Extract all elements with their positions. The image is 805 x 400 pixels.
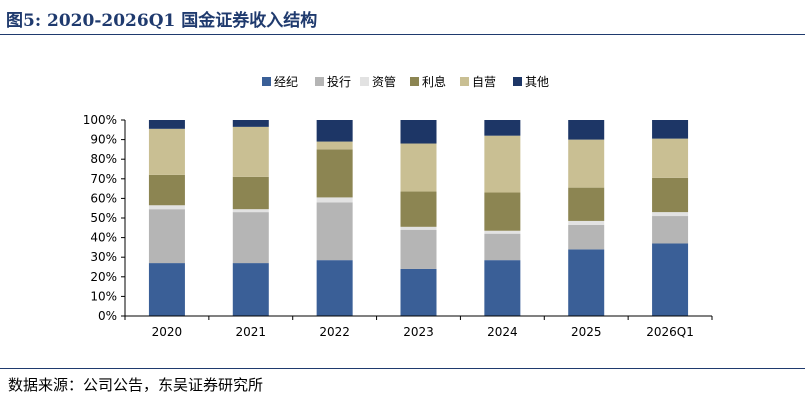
bar-segment-2020-1 — [148, 209, 185, 264]
bar-segment-2022-4 — [316, 141, 353, 150]
legend-label-5: 其他 — [525, 75, 549, 89]
bar-segment-2020-3 — [148, 174, 185, 206]
bar-segment-2021-3 — [232, 176, 269, 210]
bar-segment-2020-2 — [148, 205, 185, 210]
bar-segment-2023-1 — [400, 229, 437, 269]
bar-segment-2022-1 — [316, 202, 353, 261]
x-tick-label-2: 2022 — [319, 325, 350, 339]
legend-label-4: 自营 — [472, 75, 496, 89]
bar-segment-2024-3 — [484, 192, 521, 231]
bar-segment-2024-1 — [484, 233, 521, 261]
bar-segment-2026Q1-0 — [652, 243, 689, 316]
y-tick-label-10: 100% — [83, 113, 117, 127]
legend-swatch-3 — [410, 77, 419, 86]
bar-segment-2025-5 — [568, 120, 605, 140]
bar-segment-2025-3 — [568, 187, 605, 221]
bar-segment-2024-4 — [484, 135, 521, 193]
chart-bars — [148, 120, 689, 316]
bar-segment-2025-0 — [568, 249, 605, 316]
bar-segment-2020-0 — [148, 263, 185, 316]
y-tick-label-7: 70% — [90, 172, 117, 186]
bar-segment-2021-0 — [232, 263, 269, 316]
legend-swatch-2 — [360, 77, 369, 86]
x-tick-label-4: 2024 — [487, 325, 518, 339]
bar-segment-2021-5 — [232, 120, 269, 127]
bar-segment-2025-4 — [568, 139, 605, 188]
bar-segment-2026Q1-5 — [652, 120, 689, 139]
bar-segment-2026Q1-2 — [652, 212, 689, 217]
bar-segment-2023-3 — [400, 191, 437, 227]
x-tick-label-1: 2021 — [236, 325, 267, 339]
legend-swatch-1 — [315, 77, 324, 86]
legend-label-2: 资管 — [372, 74, 396, 89]
bar-segment-2026Q1-4 — [652, 138, 689, 178]
source-note: 数据来源：公司公告，东吴证券研究所 — [8, 376, 264, 394]
legend-label-1: 投行 — [327, 74, 351, 89]
bar-segment-2025-2 — [568, 220, 605, 225]
y-tick-label-0: 0% — [98, 309, 117, 323]
y-tick-label-3: 30% — [90, 250, 117, 264]
bar-segment-2023-0 — [400, 268, 437, 316]
bar-segment-2022-2 — [316, 197, 353, 203]
bar-segment-2021-4 — [232, 126, 269, 177]
bar-segment-2024-0 — [484, 260, 521, 316]
x-tick-label-6: 2026Q1 — [646, 325, 694, 339]
x-axis: 2020 2021 2022 2023 2024 2025 2026Q1 — [124, 315, 713, 339]
legend-label-0: 经纪 — [274, 75, 298, 89]
legend-label-3: 利息 — [422, 74, 446, 89]
y-tick-label-5: 50% — [90, 211, 117, 225]
bar-segment-2025-1 — [568, 224, 605, 250]
y-tick-label-4: 40% — [90, 231, 117, 245]
page-title: 图5: 2020-2026Q1 国金证券收入结构 — [6, 11, 318, 31]
bar-segment-2020-4 — [148, 128, 185, 175]
bar-segment-2020-5 — [148, 120, 185, 129]
y-tick-label-8: 80% — [90, 152, 117, 166]
y-tick-label-6: 60% — [90, 191, 117, 205]
x-tick-label-3: 2023 — [403, 325, 434, 339]
bar-segment-2024-5 — [484, 120, 521, 136]
y-tick-label-2: 20% — [90, 270, 117, 284]
stacked-bar-chart: 经纪 投行 资管 利息 自营 其他 0% 10% 20% 30% 40% 50% 60% 70% 80% 9… — [83, 74, 713, 339]
legend-swatch-0 — [262, 77, 271, 86]
legend-swatch-4 — [460, 77, 469, 86]
y-tick-label-1: 10% — [90, 289, 117, 303]
bar-segment-2023-5 — [400, 120, 437, 144]
bar-segment-2021-1 — [232, 212, 269, 264]
bar-segment-2022-3 — [316, 149, 353, 198]
bar-segment-2022-0 — [316, 260, 353, 316]
chart-legend: 经纪 投行 资管 利息 自营 其他 — [262, 74, 549, 89]
bar-segment-2026Q1-1 — [652, 216, 689, 244]
bar-segment-2024-2 — [484, 230, 521, 234]
legend-swatch-5 — [513, 77, 522, 86]
bar-segment-2026Q1-3 — [652, 177, 689, 213]
bar-segment-2021-2 — [232, 209, 269, 213]
title-rule — [0, 34, 805, 35]
bar-segment-2023-4 — [400, 143, 437, 192]
bar-segment-2023-2 — [400, 226, 437, 230]
y-axis: 0% 10% 20% 30% 40% 50% 60% 70% 80% 90% 100% — [83, 113, 126, 323]
bar-segment-2022-5 — [316, 120, 353, 142]
x-tick-label-5: 2025 — [571, 325, 602, 339]
source-rule — [0, 368, 805, 369]
x-tick-label-0: 2020 — [152, 325, 183, 339]
y-tick-label-9: 90% — [90, 133, 117, 147]
